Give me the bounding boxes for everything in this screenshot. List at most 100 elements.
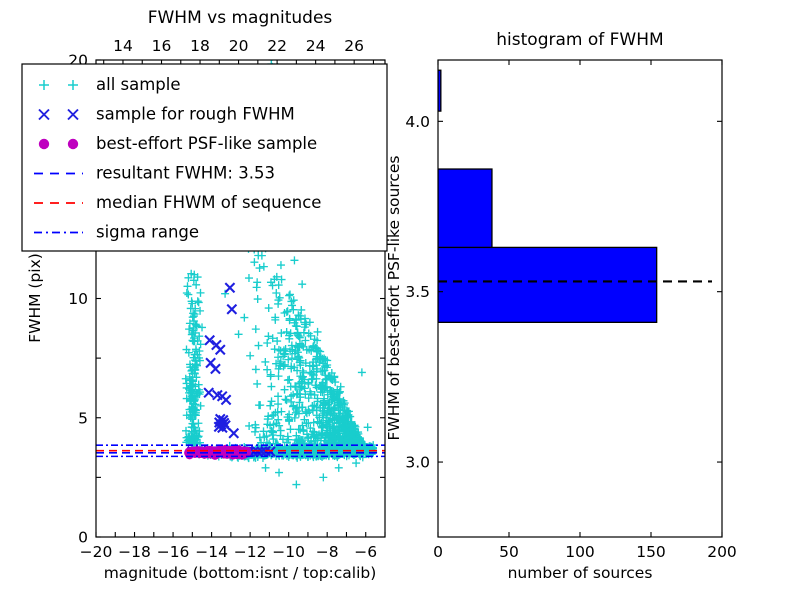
plus-marker <box>240 313 249 322</box>
plus-marker <box>354 429 363 438</box>
plus-marker <box>295 333 304 342</box>
plus-marker <box>252 283 261 292</box>
plus-marker <box>188 299 197 308</box>
tick-label: 0 <box>78 529 88 547</box>
plus-marker <box>319 416 328 425</box>
plus-marker <box>264 332 273 341</box>
legend-item[interactable]: sample for rough FWHM <box>38 105 295 124</box>
tick-label: 150 <box>636 543 666 561</box>
plus-marker <box>184 348 193 357</box>
plus-marker <box>184 290 193 299</box>
plus-marker <box>294 352 303 361</box>
plus-marker <box>326 374 335 383</box>
plus-marker <box>182 426 191 435</box>
histogram-bar <box>438 246 658 323</box>
plus-marker <box>282 307 291 316</box>
plus-marker <box>290 413 299 422</box>
right-panel: histogram of FWHM 0 50 100 150 200 3.0 3.5 4.0… <box>385 30 737 582</box>
plus-marker <box>288 354 297 363</box>
tick-label: 26 <box>344 37 364 55</box>
plus-marker <box>257 251 266 260</box>
plus-marker <box>263 338 272 347</box>
plus-marker <box>344 439 353 448</box>
plus-marker <box>313 436 322 445</box>
plus-marker <box>305 361 314 370</box>
plus-marker <box>312 406 321 415</box>
plus-marker <box>334 415 343 424</box>
plus-marker <box>279 352 288 361</box>
plus-marker <box>276 361 285 370</box>
plus-marker <box>322 441 331 450</box>
plus-marker <box>273 337 282 346</box>
tick-label: 22 <box>267 37 287 55</box>
legend-item[interactable]: best-effort PSF-like sample <box>38 134 317 153</box>
legend-item[interactable]: median FHWM of sequence <box>34 193 321 212</box>
cross-marker <box>203 387 215 399</box>
plus-marker <box>279 346 288 355</box>
cross-marker <box>265 446 276 457</box>
tick-label: 20 <box>229 37 249 55</box>
legend: all sample sample for rough FWHM best-effo… <box>21 63 388 252</box>
plus-marker <box>298 403 307 412</box>
plus-marker <box>280 360 289 369</box>
plus-marker <box>313 336 322 345</box>
dot-marker <box>38 138 50 150</box>
plus-marker <box>192 373 201 382</box>
plus-marker <box>274 392 283 401</box>
plus-marker <box>261 463 270 472</box>
tick-label: 50 <box>499 543 519 561</box>
legend-item[interactable]: sigma range <box>34 223 199 242</box>
plus-marker <box>297 341 306 350</box>
tick-label: 100 <box>565 543 595 561</box>
plus-marker <box>287 397 296 406</box>
plus-marker <box>185 396 194 405</box>
dot-marker <box>201 447 210 456</box>
plus-marker <box>319 473 328 482</box>
tick-label: 0 <box>433 543 443 561</box>
histogram-bars <box>438 69 658 323</box>
plus-marker <box>342 421 351 430</box>
right-y-axis-label: FWHM of best-effort PSF-like sources <box>385 155 403 440</box>
plus-marker <box>301 336 310 345</box>
plus-marker <box>263 365 272 374</box>
plus-marker <box>275 468 284 477</box>
plus-marker <box>305 345 314 354</box>
plus-marker <box>182 379 191 388</box>
plus-marker <box>299 328 308 337</box>
plus-marker <box>266 370 275 379</box>
plus-marker <box>327 395 336 404</box>
plus-marker <box>322 374 331 383</box>
plus-marker <box>246 351 255 360</box>
plus-marker <box>292 390 301 399</box>
plus-marker <box>291 346 300 355</box>
tick-label: 24 <box>306 37 326 55</box>
plus-marker <box>288 301 297 310</box>
right-x-axis-ticks: 0 50 100 150 200 <box>433 60 737 561</box>
tick-label: 3.0 <box>405 454 430 472</box>
cross-marker <box>67 108 79 121</box>
plus-marker <box>310 401 319 410</box>
plus-marker <box>192 280 201 289</box>
legend-item-label: median FHWM of sequence <box>96 193 321 212</box>
legend-item[interactable]: all sample <box>39 75 181 94</box>
plus-marker <box>290 363 299 372</box>
cross-marker <box>228 427 240 439</box>
plus-marker <box>182 289 191 298</box>
plus-marker <box>288 442 297 451</box>
legend-item[interactable]: resultant FWHM: 3.53 <box>34 164 275 183</box>
plus-marker <box>182 411 191 420</box>
plus-marker <box>198 323 207 332</box>
plus-marker <box>285 375 294 384</box>
plus-marker <box>194 298 203 307</box>
plus-marker <box>296 311 305 320</box>
plus-marker <box>300 415 309 424</box>
plus-marker <box>272 289 281 298</box>
legend-item-label: best-effort PSF-like sample <box>96 134 317 153</box>
plus-marker <box>316 355 325 364</box>
plus-marker <box>244 274 253 283</box>
plus-marker <box>301 359 310 368</box>
plus-marker <box>277 407 286 416</box>
plus-marker <box>295 398 304 407</box>
plus-marker <box>356 439 365 448</box>
left-y-axis-label: FWHM (pix) <box>26 253 44 343</box>
